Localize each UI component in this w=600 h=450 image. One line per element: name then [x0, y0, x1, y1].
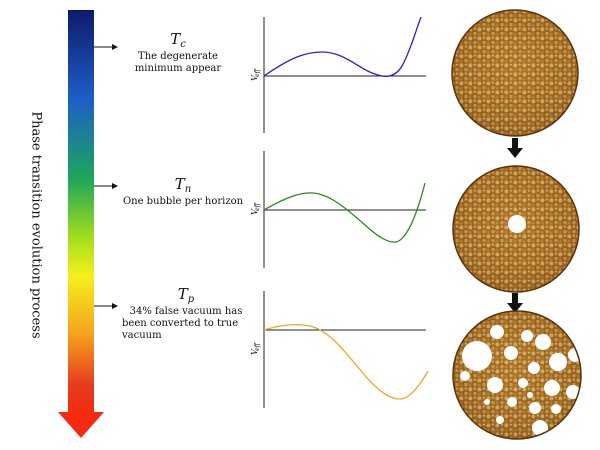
potential-curve-tc	[263, 16, 422, 78]
bubble	[529, 402, 541, 414]
potential-plot-tn: V eff	[250, 151, 426, 268]
plot-tp-ylabel-sub: eff	[254, 341, 261, 351]
bubble	[535, 334, 551, 350]
potential-curve-tn	[263, 182, 426, 243]
bubble	[504, 346, 518, 360]
potential-curve-tp	[263, 323, 429, 400]
bubble	[484, 399, 490, 405]
bubble	[507, 397, 517, 407]
bubble	[487, 377, 503, 393]
bubble	[532, 420, 548, 436]
bubble-disc-one-bubble	[452, 165, 580, 293]
potential-plot-tp: V eff	[250, 291, 429, 408]
plot-tn-ylabel-sub: eff	[254, 201, 261, 211]
plot-tp-ylabel: V	[250, 348, 259, 355]
bubble	[496, 416, 504, 424]
plot-tc-ylabel-sub: eff	[254, 67, 261, 77]
stage-tn-desc-line1: One bubble per horizon	[122, 196, 244, 207]
bubble	[521, 330, 533, 342]
potential-plot-tc: V eff	[250, 16, 426, 133]
bubble	[566, 385, 580, 399]
down-arrow-2	[507, 293, 523, 313]
stage-tn-symbol: Tn	[174, 175, 192, 195]
evolution-bar	[68, 10, 94, 413]
bubble	[551, 404, 561, 414]
plot-tc-ylabel: V	[250, 74, 259, 81]
bubble-disc-no-bubbles	[451, 9, 579, 137]
plot-tn-ylabel: V	[250, 208, 259, 215]
bubble	[508, 215, 526, 233]
stage-tn-label: Tn One bubble per horizon	[120, 175, 246, 208]
bubble	[462, 341, 492, 371]
bubble	[527, 392, 533, 398]
stage-tc-desc-line1: The degenerate	[138, 51, 218, 62]
bubble	[549, 353, 567, 371]
bubble	[544, 380, 560, 396]
evolution-arrowhead	[58, 412, 104, 438]
bubble	[490, 325, 504, 339]
stage-tp-label: Tp 34% false vacuum has been converted t…	[122, 285, 250, 342]
bubble	[528, 362, 540, 374]
bubble	[518, 378, 528, 388]
bubble-disc-many-bubbles	[452, 310, 582, 440]
stage-tp-symbol: Tp	[177, 285, 195, 305]
stage-tc-symbol: Tc	[170, 30, 186, 50]
stage-tc-desc-line2: minimum appear	[134, 63, 222, 74]
stage-tc-label: Tc The degenerate minimum appear	[118, 30, 238, 75]
down-arrow-1	[507, 138, 523, 158]
stage-tp-desc-line1: 34% false vacuum has	[129, 306, 243, 317]
stage-tp-desc-line3: vacuum	[122, 330, 162, 341]
bubble	[460, 371, 470, 381]
stage-tp-desc-line2: been converted to true	[122, 318, 239, 329]
